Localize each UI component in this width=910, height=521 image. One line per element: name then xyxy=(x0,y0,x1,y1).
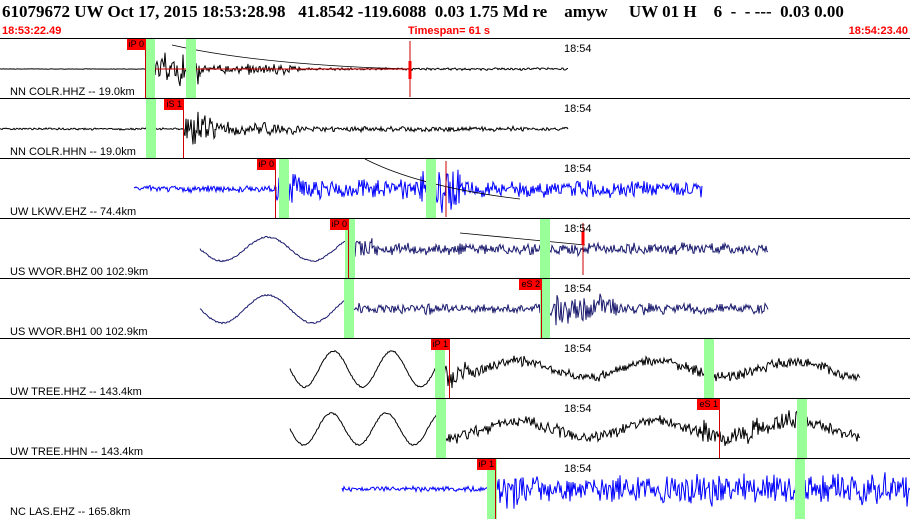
station-label: US WVOR.BH1 00 102.9km xyxy=(10,326,148,338)
waveform-path xyxy=(349,292,769,326)
station-label: UW TREE.HHZ -- 143.4km xyxy=(10,386,142,398)
phase-pick[interactable]: iP 0 xyxy=(118,39,146,99)
time-tick: 18:54 xyxy=(564,43,592,55)
trace-lkwv-ehz[interactable]: iP 0 18:54 UW LKWV.EHZ -- 74.4km xyxy=(0,158,910,219)
waveform-path xyxy=(199,235,349,263)
station-label: NN COLR.HHN -- 19.0km xyxy=(10,146,136,158)
waveform-lkwv-ehz xyxy=(133,159,703,217)
waveform-path xyxy=(289,412,441,447)
pick-marker-green xyxy=(487,459,497,519)
phase-pick-label: eS 2 xyxy=(519,279,542,290)
pick-marker-green xyxy=(540,219,550,279)
waveform-path xyxy=(347,236,769,258)
timespan: Timespan= 61 s xyxy=(408,25,491,37)
waveform-path xyxy=(341,472,910,509)
pick-marker-green xyxy=(797,399,807,459)
trace-tree-hhz[interactable]: iP 1 18:54 UW TREE.HHZ -- 143.4km xyxy=(0,338,910,399)
phase-pick[interactable]: iS 1 xyxy=(158,99,184,159)
time-tick: 18:54 xyxy=(564,223,592,235)
phase-pick[interactable]: iP 1 xyxy=(470,459,496,519)
end-time: 18:54:23.40 xyxy=(848,25,908,37)
pick-marker-green xyxy=(795,459,805,519)
waveform-path xyxy=(199,293,351,325)
time-tick: 18:54 xyxy=(564,403,592,415)
trace-tree-hhn[interactable]: eS 1 18:54 UW TREE.HHN -- 143.4km xyxy=(0,398,910,459)
waveform-colr-hhn xyxy=(0,111,569,145)
phase-pick[interactable]: eS 2 xyxy=(516,279,542,339)
phase-pick-label: eS 1 xyxy=(697,399,720,410)
phase-pick[interactable]: iP 1 xyxy=(424,339,450,399)
trace-panel[interactable]: iP 0 18:54 NN COLR.HHZ -- 19.0km iS 1 18… xyxy=(0,38,910,520)
waveform-path xyxy=(439,410,861,447)
station-label: US WVOR.BHZ 00 102.9km xyxy=(10,266,149,278)
waveform-wvor-bhz xyxy=(199,223,769,275)
trace-colr-hhn[interactable]: iS 1 18:54 NN COLR.HHN -- 19.0km xyxy=(0,98,910,159)
event-summary: 61079672 UW Oct 17, 2015 18:53:28.98 41.… xyxy=(2,2,844,21)
phase-pick-label: iP 1 xyxy=(476,459,496,470)
time-tick: 18:54 xyxy=(564,283,592,295)
phase-pick-label: iS 1 xyxy=(164,99,184,110)
waveform-path xyxy=(133,168,703,213)
pick-marker-green xyxy=(704,339,714,399)
pick-marker-green xyxy=(435,339,445,399)
waveform-path xyxy=(0,52,569,87)
pick-marker-green xyxy=(146,99,156,159)
trace-las-ehz[interactable]: iP 1 18:54 NC LAS.EHZ -- 165.8km xyxy=(0,458,910,519)
start-time: 18:53:22.49 xyxy=(2,25,62,37)
time-tick: 18:54 xyxy=(564,343,592,355)
time-tick: 18:54 xyxy=(564,463,592,475)
pick-marker-green xyxy=(426,159,436,219)
phase-pick[interactable]: iP 0 xyxy=(323,219,349,279)
phase-pick-label: iP 1 xyxy=(430,339,450,350)
phase-pick-label: iP 0 xyxy=(329,219,349,230)
station-label: NN COLR.HHZ -- 19.0km xyxy=(10,86,135,98)
station-label: NC LAS.EHZ -- 165.8km xyxy=(10,506,131,518)
station-label: UW TREE.HHN -- 143.4km xyxy=(10,446,144,458)
phase-pick-label: iP 0 xyxy=(126,39,146,50)
waveform-tree-hhz xyxy=(289,350,861,389)
pick-marker-green xyxy=(344,279,354,339)
pick-marker-green xyxy=(436,399,446,459)
pick-marker-green xyxy=(345,219,355,279)
waveform-tree-hhn xyxy=(289,410,861,447)
trace-colr-hhz[interactable]: iP 0 18:54 NN COLR.HHZ -- 19.0km xyxy=(0,38,910,99)
phase-pick[interactable]: eS 1 xyxy=(694,399,720,459)
pick-marker-green xyxy=(186,39,196,99)
phase-pick-label: iP 0 xyxy=(256,159,276,170)
phase-pick[interactable]: iP 0 xyxy=(250,159,276,219)
trace-wvor-bhz[interactable]: iP 0 18:54 US WVOR.BHZ 00 102.9km xyxy=(0,218,910,279)
pick-marker-green xyxy=(279,159,289,219)
event-header: 61079672 UW Oct 17, 2015 18:53:28.98 41.… xyxy=(0,0,910,38)
station-label: UW LKWV.EHZ -- 74.4km xyxy=(10,206,137,218)
waveform-path xyxy=(439,355,861,389)
time-tick: 18:54 xyxy=(564,103,592,115)
waveform-las-ehz xyxy=(341,472,910,509)
pick-marker-green xyxy=(540,279,550,339)
time-tick: 18:54 xyxy=(564,163,592,175)
waveform-wvor-bh1 xyxy=(199,292,769,326)
pick-marker-green xyxy=(145,39,155,99)
waveform-path xyxy=(0,111,569,145)
waveform-path xyxy=(289,350,441,389)
trace-wvor-bh1[interactable]: eS 2 18:54 US WVOR.BH1 00 102.9km xyxy=(0,278,910,339)
